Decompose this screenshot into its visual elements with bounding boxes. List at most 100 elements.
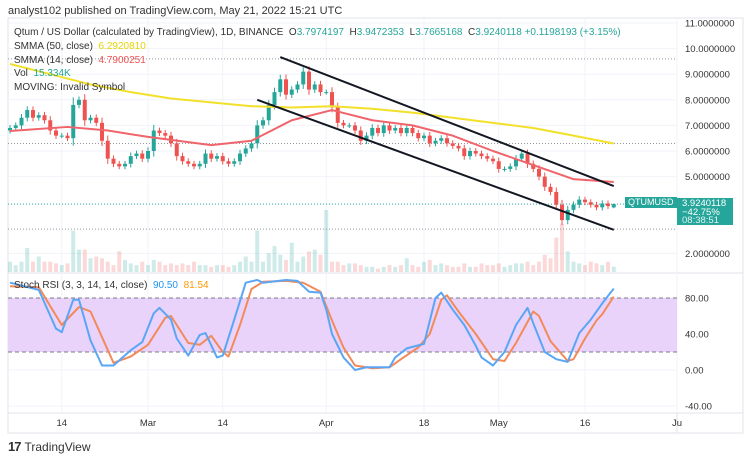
candle-body — [525, 153, 530, 164]
smma50-label: SMMA (50, close) — [14, 41, 93, 52]
candle-body — [301, 71, 306, 85]
candle-body — [105, 140, 110, 159]
volume-bar — [13, 265, 18, 272]
volume-bar — [307, 251, 311, 272]
candle-body — [404, 127, 409, 134]
candle-body — [295, 84, 300, 90]
candle-body — [71, 104, 76, 139]
volume-bar — [353, 263, 357, 272]
candle-body — [427, 135, 432, 144]
volume-bar — [134, 265, 139, 272]
candle-body — [261, 120, 265, 126]
candle-body — [588, 202, 593, 205]
legend-change: +0.1198193 (+3.15%) — [524, 27, 621, 38]
stoch-tick-label: 40.00 — [685, 330, 709, 341]
candle-body — [209, 153, 214, 159]
close-label: C — [468, 27, 476, 38]
volume-bar — [105, 261, 110, 272]
smma50-value: 6.2920810 — [98, 41, 146, 52]
volume-bar — [157, 261, 162, 272]
publish-info: analyst102 published on TradingView.com,… — [8, 5, 343, 17]
volume-bar — [249, 261, 254, 272]
time-tick-label: May — [490, 418, 508, 429]
candle-body — [238, 153, 242, 162]
candle-body — [266, 104, 271, 121]
volume-bar — [54, 263, 58, 272]
volume-bars — [8, 210, 616, 272]
volume-bar — [25, 247, 30, 272]
time-tick-label: Ju — [672, 418, 682, 429]
candle-body — [571, 204, 576, 210]
candle-body — [399, 127, 403, 134]
time-tick-label: 14 — [217, 418, 228, 429]
volume-bar — [445, 265, 449, 272]
volume-bar — [94, 256, 99, 272]
legend-open: O3.7974197 — [286, 27, 344, 38]
candle-body — [82, 99, 87, 121]
candle-body — [111, 158, 116, 164]
candle-body — [439, 138, 444, 141]
candle-body — [358, 130, 363, 141]
volume-bar — [255, 230, 260, 272]
volume-bar — [583, 265, 587, 272]
volume-bar — [537, 261, 541, 272]
legend-volume[interactable]: Vol 15.334K — [14, 68, 71, 79]
change-percent: −42.75% — [682, 206, 720, 218]
candle-body — [146, 151, 150, 159]
tradingview-logo[interactable]: 17 TradingView — [8, 439, 91, 454]
volume-bar — [123, 259, 127, 272]
candle-body — [307, 71, 311, 90]
volume-bar — [491, 265, 495, 272]
legend-moving[interactable]: MOVING: Invalid Symbol — [14, 82, 126, 93]
volume-bar — [209, 266, 214, 272]
volume-bar — [117, 251, 122, 272]
indicator-lines — [9, 56, 615, 371]
legend-smma14[interactable]: SMMA (14, close) 4.7900251 — [14, 55, 146, 66]
volume-bar — [289, 242, 294, 272]
volume-bar — [77, 249, 81, 272]
volume-bar — [295, 261, 300, 272]
volume-bar — [111, 265, 116, 272]
low-label: L — [409, 27, 416, 38]
candle-body — [19, 117, 24, 126]
candle-body — [243, 148, 248, 154]
close-value: 3.9240118 — [475, 27, 522, 38]
candle-body — [387, 125, 392, 131]
volume-bar — [169, 263, 173, 272]
stoch-d-line — [9, 279, 615, 370]
volume-bar — [433, 265, 438, 272]
volume-bar — [180, 263, 185, 272]
volume-bar — [243, 256, 248, 272]
candle-body — [445, 138, 449, 144]
bar-countdown: 08:38:51 — [682, 215, 719, 227]
price-tick-label: 2.0000000 — [685, 249, 730, 260]
volume-bar — [284, 259, 288, 272]
candle-body — [312, 84, 317, 90]
volume-bar — [473, 266, 478, 272]
candle-body — [468, 151, 472, 157]
candle-body — [134, 153, 139, 157]
candle-body — [496, 161, 501, 169]
legend-smma50[interactable]: SMMA (50, close) 6.2920810 — [14, 41, 146, 52]
brand-name: TradingView — [24, 439, 91, 454]
volume-bar — [163, 265, 168, 272]
volume-bar — [508, 265, 513, 272]
candle-body — [157, 130, 162, 134]
stoch-d-value: 81.54 — [183, 280, 209, 291]
volume-bar — [335, 261, 340, 272]
legend-stoch-rsi[interactable]: Stoch RSI (3, 3, 14, 14, close) 90.50 81… — [14, 280, 209, 291]
volume-bar — [203, 265, 208, 272]
volume-bar — [410, 265, 415, 272]
candle-body — [324, 92, 329, 94]
volume-bar — [519, 263, 524, 272]
volume-bar — [140, 261, 145, 272]
volume-bar — [416, 266, 421, 272]
tv-logo-icon: 17 — [8, 439, 22, 454]
volume-bar — [59, 265, 64, 272]
candle-body — [163, 133, 168, 136]
candle-body — [353, 125, 357, 131]
volume-bar — [266, 253, 271, 272]
price-tick-label: 11.0000000 — [685, 19, 735, 30]
candle-body — [433, 140, 438, 144]
